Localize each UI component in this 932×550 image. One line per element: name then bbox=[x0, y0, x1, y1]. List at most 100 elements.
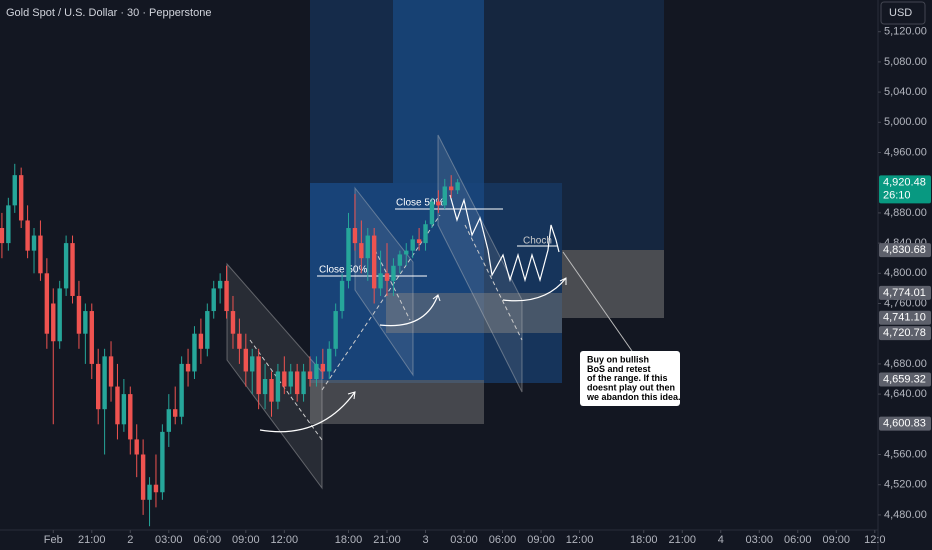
x-tick-label: 06:00 bbox=[489, 534, 517, 546]
x-tick-label: 03:00 bbox=[745, 534, 773, 546]
price-tag-label: 4,741.10 bbox=[883, 312, 926, 324]
x-tick-label: 4 bbox=[718, 534, 724, 546]
candle-body bbox=[25, 220, 30, 251]
x-tick-label: 21:00 bbox=[373, 534, 401, 546]
arrow bbox=[502, 277, 567, 302]
candle-body bbox=[134, 439, 139, 455]
y-tick-label: 5,080.00 bbox=[884, 56, 927, 68]
y-tick-label: 4,960.00 bbox=[884, 146, 927, 158]
candle-body bbox=[455, 182, 460, 191]
candle-body bbox=[365, 235, 370, 259]
candle-body bbox=[237, 333, 242, 349]
x-tick-label: 03:00 bbox=[155, 534, 183, 546]
candle-body bbox=[250, 356, 255, 372]
x-tick-label: 06:00 bbox=[194, 534, 222, 546]
candle-body bbox=[333, 311, 338, 349]
candle-body bbox=[378, 273, 383, 289]
price-tag bbox=[879, 372, 931, 387]
x-tick-label: 03:00 bbox=[450, 534, 478, 546]
candle-body bbox=[89, 311, 94, 364]
candle-body bbox=[423, 224, 428, 244]
candle-body bbox=[288, 371, 293, 387]
candle-body bbox=[327, 348, 332, 372]
x-tick-label: 21:00 bbox=[78, 534, 106, 546]
x-tick-label: 18:00 bbox=[630, 534, 658, 546]
candle-body bbox=[153, 484, 159, 493]
candle-body bbox=[352, 228, 358, 244]
x-tick-label: 3 bbox=[422, 534, 428, 546]
y-tick-label: 4,480.00 bbox=[884, 509, 927, 521]
candle-body bbox=[384, 273, 390, 281]
candle-body bbox=[51, 303, 56, 342]
y-tick-label: 4,640.00 bbox=[884, 388, 927, 400]
candle-body bbox=[198, 333, 204, 349]
x-tick-label: 12:0 bbox=[864, 534, 885, 546]
dashed-line bbox=[374, 249, 411, 321]
candle-body bbox=[436, 201, 441, 206]
price-tag-label: 4,830.68 bbox=[883, 244, 926, 256]
channel bbox=[226, 262, 323, 490]
callout-text: BoS and retest bbox=[587, 364, 651, 374]
candle-body bbox=[205, 311, 210, 349]
candle-body bbox=[185, 363, 191, 372]
y-tick-label: 4,800.00 bbox=[884, 267, 927, 279]
countdown: 26:10 bbox=[883, 189, 911, 201]
x-tick-label: 09:00 bbox=[823, 534, 851, 546]
candle-body bbox=[371, 235, 377, 289]
candle-body bbox=[102, 356, 107, 410]
candle-body bbox=[217, 280, 223, 289]
candle-body bbox=[230, 311, 236, 334]
candle-body bbox=[173, 409, 178, 417]
y-tick-label: 4,520.00 bbox=[884, 479, 927, 491]
candle-body bbox=[442, 186, 447, 206]
price-tag bbox=[879, 243, 931, 258]
candle-body bbox=[44, 273, 50, 334]
arrow bbox=[259, 391, 356, 433]
candle-body bbox=[359, 243, 364, 259]
price-tag-label: 4,659.32 bbox=[883, 373, 926, 385]
arrow bbox=[379, 294, 439, 327]
callout-box bbox=[580, 351, 680, 406]
x-tick-label: 21:00 bbox=[668, 534, 696, 546]
x-tick-label: 18:00 bbox=[335, 534, 363, 546]
annotation: Choch bbox=[523, 236, 552, 247]
candle-body bbox=[243, 348, 249, 372]
candle-body bbox=[147, 484, 152, 500]
candle-body bbox=[404, 250, 409, 255]
candle-body bbox=[416, 239, 422, 244]
candle-body bbox=[76, 295, 82, 334]
y-tick-label: 4,560.00 bbox=[884, 448, 927, 460]
candle-body bbox=[57, 288, 62, 342]
candle-body bbox=[339, 280, 345, 312]
stop-zone bbox=[386, 293, 562, 333]
candle-body bbox=[346, 228, 351, 281]
y-tick-label: 4,760.00 bbox=[884, 297, 927, 309]
zigzag bbox=[449, 194, 560, 283]
stop-zone bbox=[562, 250, 664, 318]
y-tick-label: 5,120.00 bbox=[884, 26, 927, 38]
candle-body bbox=[31, 235, 37, 251]
candle-body bbox=[211, 288, 216, 312]
y-tick-label: 4,680.00 bbox=[884, 358, 927, 370]
candle-body bbox=[0, 228, 5, 244]
x-tick-label: 09:00 bbox=[527, 534, 555, 546]
candle-body bbox=[429, 201, 435, 225]
chart-title: Gold Spot / U.S. Dollar · 30 · Peppersto… bbox=[6, 7, 211, 19]
x-tick-label: 06:00 bbox=[784, 534, 812, 546]
candle-body bbox=[275, 371, 281, 402]
candle-body bbox=[192, 333, 197, 372]
x-tick-label: 2 bbox=[127, 534, 133, 546]
price-tag bbox=[879, 175, 931, 204]
stop-zone bbox=[310, 380, 484, 424]
x-tick-label: 12:00 bbox=[566, 534, 594, 546]
candle-body bbox=[160, 431, 165, 493]
candle-body bbox=[410, 239, 415, 251]
currency: USD bbox=[889, 7, 912, 19]
candle-body bbox=[448, 186, 454, 191]
x-tick-label: 09:00 bbox=[232, 534, 260, 546]
candle-body bbox=[63, 243, 69, 289]
candle-body bbox=[294, 371, 300, 395]
candle-body bbox=[269, 379, 274, 402]
callout-line bbox=[562, 251, 633, 352]
currency-button[interactable] bbox=[880, 1, 926, 25]
